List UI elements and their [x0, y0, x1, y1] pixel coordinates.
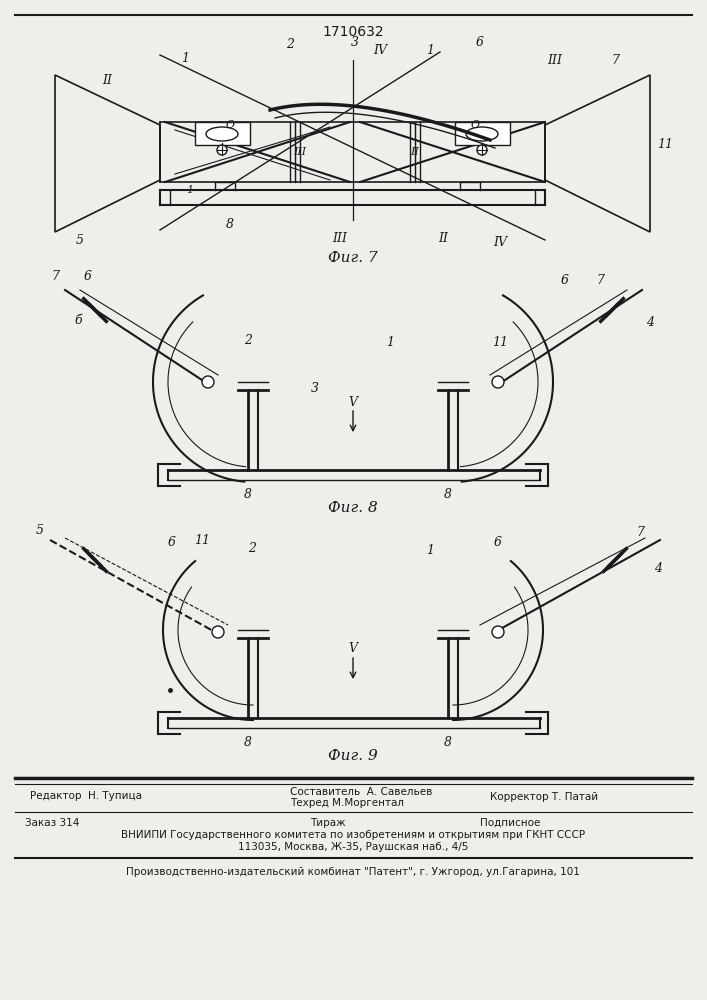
Polygon shape — [455, 122, 510, 145]
Circle shape — [477, 145, 487, 155]
Text: 2: 2 — [244, 334, 252, 347]
Text: ВНИИПИ Государственного комитета по изобретениям и открытиям при ГКНТ СССР: ВНИИПИ Государственного комитета по изоб… — [121, 830, 585, 840]
Text: O: O — [226, 120, 235, 130]
Text: 3: 3 — [351, 36, 359, 49]
Text: 1: 1 — [187, 185, 194, 195]
Circle shape — [217, 145, 227, 155]
Circle shape — [492, 626, 504, 638]
Circle shape — [492, 376, 504, 388]
Text: 8: 8 — [444, 736, 452, 748]
Text: Фиг. 8: Фиг. 8 — [328, 501, 378, 515]
Polygon shape — [195, 122, 250, 145]
Text: 8: 8 — [244, 736, 252, 748]
Text: 5: 5 — [36, 524, 44, 536]
Text: III: III — [293, 147, 307, 157]
Text: 11: 11 — [492, 336, 508, 349]
Text: 11: 11 — [657, 138, 673, 151]
Text: 113035, Москва, Ж-35, Раушская наб., 4/5: 113035, Москва, Ж-35, Раушская наб., 4/5 — [238, 842, 468, 852]
Text: 11: 11 — [194, 534, 210, 546]
Text: 1: 1 — [426, 544, 434, 556]
Text: II: II — [438, 232, 448, 244]
Text: O: O — [470, 120, 479, 130]
Text: 6: 6 — [168, 536, 176, 548]
Text: 5: 5 — [76, 233, 84, 246]
Text: V: V — [349, 642, 358, 654]
Circle shape — [202, 376, 214, 388]
Text: 1: 1 — [181, 51, 189, 64]
Text: Заказ 314: Заказ 314 — [25, 818, 79, 828]
Text: 2: 2 — [286, 38, 294, 51]
Text: Редактор  Н. Тупица: Редактор Н. Тупица — [30, 791, 142, 801]
Text: Техред М.Моргентал: Техред М.Моргентал — [290, 798, 404, 808]
Text: Фиг. 7: Фиг. 7 — [328, 251, 378, 265]
Text: 3: 3 — [311, 381, 319, 394]
Text: Фиг. 9: Фиг. 9 — [328, 749, 378, 763]
Text: IV: IV — [373, 43, 387, 56]
Text: III: III — [547, 53, 563, 66]
Text: IV: IV — [493, 235, 507, 248]
Text: 8: 8 — [226, 219, 234, 232]
Text: 7: 7 — [51, 269, 59, 282]
Text: 4: 4 — [646, 316, 654, 328]
Text: Производственно-издательский комбинат "Патент", г. Ужгород, ул.Гагарина, 101: Производственно-издательский комбинат "П… — [126, 867, 580, 877]
Text: 4: 4 — [654, 562, 662, 574]
Text: 6: 6 — [494, 536, 502, 548]
Text: 6: 6 — [476, 35, 484, 48]
Text: 2: 2 — [248, 542, 256, 554]
Text: III: III — [332, 232, 348, 244]
Text: Составитель  А. Савельев: Составитель А. Савельев — [290, 787, 433, 797]
Text: 6: 6 — [561, 273, 569, 286]
Text: 8: 8 — [444, 488, 452, 500]
Text: 1: 1 — [426, 43, 434, 56]
Text: б: б — [74, 314, 82, 326]
Text: 1: 1 — [386, 336, 394, 349]
Text: Тираж: Тираж — [310, 818, 346, 828]
Text: Корректор Т. Патай: Корректор Т. Патай — [490, 792, 598, 802]
Text: 7: 7 — [596, 273, 604, 286]
Text: II: II — [102, 74, 112, 87]
Text: 8: 8 — [244, 488, 252, 500]
Text: V: V — [349, 395, 358, 408]
Text: 7: 7 — [611, 53, 619, 66]
Text: 6: 6 — [84, 269, 92, 282]
Text: 7: 7 — [636, 526, 644, 538]
Text: II: II — [411, 147, 419, 157]
Circle shape — [212, 626, 224, 638]
Text: 1710632: 1710632 — [322, 25, 384, 39]
Text: Подписное: Подписное — [480, 818, 540, 828]
